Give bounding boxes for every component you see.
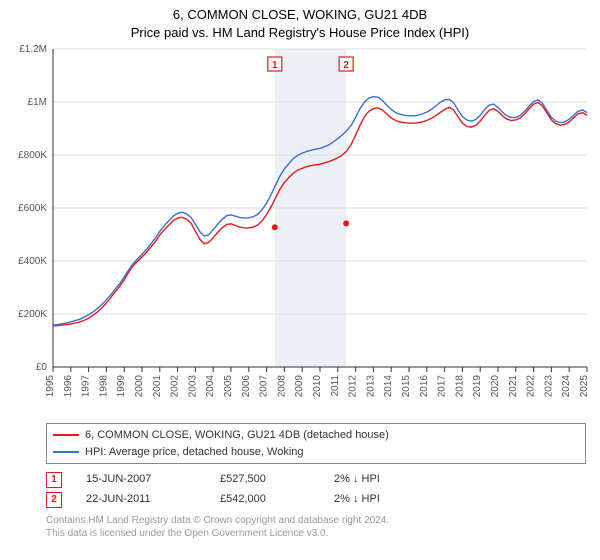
- x-tick-label: 2014: [383, 375, 394, 398]
- x-tick-label: 1998: [98, 375, 109, 398]
- y-tick-label: £600K: [18, 203, 47, 214]
- legend-row: 6, COMMON CLOSE, WOKING, GU21 4DB (detac…: [53, 427, 579, 444]
- event-marker: 2: [46, 492, 62, 508]
- y-tick-label: £0: [36, 362, 48, 373]
- x-tick-label: 2006: [241, 375, 252, 398]
- x-tick-label: 2024: [561, 375, 572, 398]
- legend-swatch: [53, 451, 79, 453]
- y-tick-label: £800K: [18, 150, 47, 161]
- x-tick-label: 2011: [330, 375, 341, 397]
- x-tick-label: 2000: [134, 375, 145, 398]
- legend-label: 6, COMMON CLOSE, WOKING, GU21 4DB (detac…: [85, 427, 389, 444]
- x-tick-label: 2001: [152, 375, 163, 398]
- event-marker-label: 1: [272, 60, 278, 71]
- legend-row: HPI: Average price, detached house, Woki…: [53, 444, 579, 461]
- x-tick-label: 2008: [276, 375, 287, 398]
- x-tick-label: 2021: [508, 375, 519, 398]
- x-tick-label: 2020: [490, 375, 501, 398]
- x-tick-label: 2025: [579, 375, 590, 398]
- event-row: 2 22-JUN-2011 £542,000 2% ↓ HPI: [46, 490, 586, 510]
- y-tick-label: £1.2M: [19, 44, 47, 55]
- event-hpi: 2% ↓ HPI: [334, 490, 380, 510]
- x-tick-label: 2012: [348, 375, 359, 398]
- x-tick-label: 2004: [205, 375, 216, 398]
- x-tick-label: 2022: [526, 375, 537, 398]
- legend-swatch: [53, 434, 79, 436]
- event-hpi: 2% ↓ HPI: [334, 470, 380, 490]
- x-tick-label: 2018: [454, 375, 465, 398]
- footer-line2: This data is licensed under the Open Gov…: [46, 527, 586, 541]
- x-tick-label: 2009: [294, 375, 305, 398]
- x-tick-label: 2013: [365, 375, 376, 398]
- legend: 6, COMMON CLOSE, WOKING, GU21 4DB (detac…: [46, 423, 586, 464]
- x-tick-label: 2007: [259, 375, 270, 398]
- event-price: £542,000: [220, 490, 310, 510]
- x-tick-label: 2005: [223, 375, 234, 398]
- footer-line1: Contains HM Land Registry data © Crown c…: [46, 514, 586, 528]
- x-tick-label: 2010: [312, 375, 323, 398]
- y-tick-label: £400K: [18, 256, 47, 267]
- x-tick-label: 2023: [543, 375, 554, 398]
- event-marker: 1: [46, 472, 62, 488]
- x-tick-label: 2016: [419, 375, 430, 398]
- x-tick-label: 1996: [63, 375, 74, 398]
- event-point: [272, 224, 278, 230]
- chart-title: 6, COMMON CLOSE, WOKING, GU21 4DB Price …: [6, 6, 594, 41]
- y-tick-label: £1M: [28, 97, 47, 108]
- y-tick-label: £200K: [18, 309, 47, 320]
- event-date: 22-JUN-2011: [86, 490, 196, 510]
- x-tick-label: 1995: [45, 375, 56, 398]
- event-price: £527,500: [220, 470, 310, 490]
- x-tick-label: 2003: [187, 375, 198, 398]
- footer-attribution: Contains HM Land Registry data © Crown c…: [46, 514, 586, 541]
- x-tick-label: 1997: [81, 375, 92, 398]
- x-tick-label: 2019: [472, 375, 483, 398]
- event-row: 1 15-JUN-2007 £527,500 2% ↓ HPI: [46, 470, 586, 490]
- x-tick-label: 1999: [116, 375, 127, 398]
- title-line1: 6, COMMON CLOSE, WOKING, GU21 4DB: [6, 6, 594, 24]
- chart: £0 £200K £400K £600K £800K £1M £1.2M 1995 1996 19…: [7, 43, 593, 417]
- chart-svg: £0 £200K £400K £600K £800K £1M £1.2M 1995 1996 19…: [7, 43, 593, 417]
- event-marker-label: 2: [343, 60, 349, 71]
- title-line2: Price paid vs. HM Land Registry's House …: [6, 24, 594, 42]
- event-table: 1 15-JUN-2007 £527,500 2% ↓ HPI 2 22-JUN-2011…: [46, 470, 586, 510]
- legend-label: HPI: Average price, detached house, Woki…: [85, 444, 304, 461]
- x-tick-label: 2015: [401, 375, 412, 398]
- x-tick-label: 2017: [437, 375, 448, 398]
- event-date: 15-JUN-2007: [86, 470, 196, 490]
- event-point: [343, 220, 349, 226]
- x-tick-label: 2002: [170, 375, 181, 398]
